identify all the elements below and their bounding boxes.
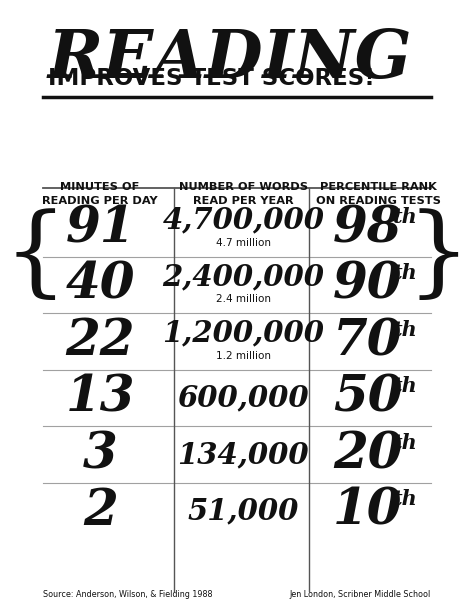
- Text: 134,000: 134,000: [177, 440, 309, 469]
- Text: th: th: [393, 263, 418, 283]
- Text: IMPROVES TEST SCORES!: IMPROVES TEST SCORES!: [47, 67, 374, 89]
- Text: NUMBER OF WORDS
READ PER YEAR: NUMBER OF WORDS READ PER YEAR: [179, 182, 308, 205]
- Text: 2.4 million: 2.4 million: [216, 294, 271, 304]
- Text: th: th: [393, 207, 418, 227]
- Text: 51,000: 51,000: [188, 497, 299, 526]
- Text: 40: 40: [65, 261, 135, 310]
- Text: Source: Anderson, Wilson, & Fielding 1988: Source: Anderson, Wilson, & Fielding 198…: [43, 590, 213, 600]
- Text: th: th: [393, 489, 418, 509]
- Text: th: th: [393, 319, 418, 340]
- Text: READING: READING: [47, 27, 412, 92]
- Text: 3: 3: [83, 430, 118, 479]
- Text: th: th: [393, 376, 418, 396]
- Text: 50: 50: [333, 374, 402, 423]
- Text: 20: 20: [333, 430, 402, 479]
- Text: 4.7 million: 4.7 million: [216, 238, 271, 248]
- Text: 2,400,000: 2,400,000: [162, 262, 324, 291]
- Text: th: th: [393, 433, 418, 452]
- Text: {: {: [4, 209, 68, 305]
- Text: 2: 2: [83, 487, 118, 536]
- Text: }: }: [406, 209, 470, 305]
- Text: 22: 22: [65, 318, 135, 366]
- Text: PERCENTILE RANK
ON READING TESTS: PERCENTILE RANK ON READING TESTS: [316, 182, 440, 205]
- Text: 98: 98: [333, 204, 402, 253]
- Text: 1,200,000: 1,200,000: [162, 319, 324, 348]
- Text: MINUTES OF
READING PER DAY: MINUTES OF READING PER DAY: [42, 182, 158, 205]
- Text: 70: 70: [333, 318, 402, 366]
- Text: Jen London, Scribner Middle School: Jen London, Scribner Middle School: [290, 590, 431, 600]
- Text: 4,700,000: 4,700,000: [162, 206, 324, 235]
- Text: 10: 10: [333, 487, 402, 536]
- Text: 13: 13: [65, 374, 135, 423]
- Text: 600,000: 600,000: [177, 384, 309, 413]
- Text: 91: 91: [65, 204, 135, 253]
- Text: 1.2 million: 1.2 million: [216, 351, 271, 360]
- Text: 90: 90: [333, 261, 402, 310]
